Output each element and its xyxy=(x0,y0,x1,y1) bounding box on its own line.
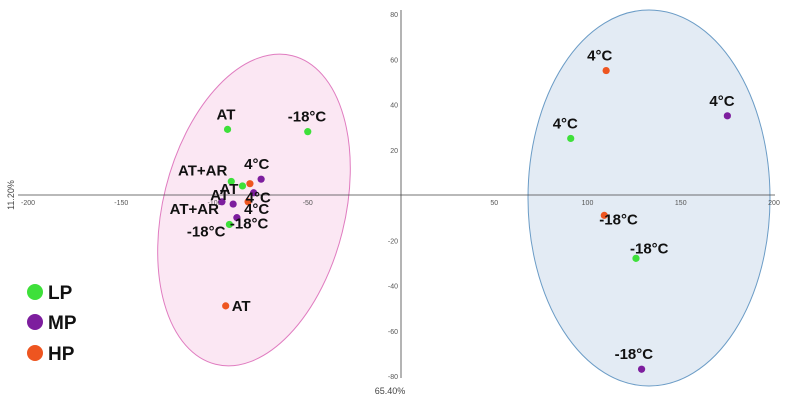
data-point-mp xyxy=(250,189,258,197)
data-point-mp xyxy=(229,200,237,208)
legend-marker-lp xyxy=(27,284,43,300)
y-tick-label: -40 xyxy=(388,284,398,291)
x-axis-label: 65.40% xyxy=(375,386,406,396)
x-tick-labels: -200 -150 -100 -50 50 100 150 200 xyxy=(21,200,780,207)
point-label: -18°C xyxy=(630,240,669,257)
data-point-hp xyxy=(602,66,610,75)
legend-marker-hp xyxy=(27,345,43,361)
point-label: AT+AR xyxy=(178,162,227,179)
data-point-lp xyxy=(238,182,247,190)
point-label: -18°C xyxy=(288,109,327,126)
legend-label-mp: MP xyxy=(48,313,77,334)
data-point-lp xyxy=(223,125,232,133)
x-tick-label: -200 xyxy=(21,200,35,207)
point-label: -18°C xyxy=(187,223,226,240)
x-tick-label: 200 xyxy=(768,200,780,207)
data-point-mp xyxy=(723,112,731,120)
point-label: 4°C xyxy=(244,201,269,218)
data-point-mp xyxy=(257,175,265,183)
data-point-lp xyxy=(304,128,312,136)
data-point-mp xyxy=(233,214,241,222)
data-point-hp xyxy=(222,302,230,310)
point-label: AT xyxy=(217,106,236,123)
legend-marker-mp xyxy=(27,314,43,330)
y-tick-label: -20 xyxy=(388,238,398,245)
point-label: 4°C xyxy=(246,190,271,207)
data-point-lp xyxy=(225,220,234,229)
y-tick-label: 60 xyxy=(390,57,398,64)
left-cluster-ellipse xyxy=(157,53,351,367)
x-tick-label: 100 xyxy=(582,200,594,207)
x-tick-label: 150 xyxy=(675,200,687,207)
x-tick-label: -100 xyxy=(207,200,221,207)
y-tick-label: 40 xyxy=(390,103,398,110)
right-cluster-ellipse xyxy=(527,9,771,387)
point-label: -18°C xyxy=(599,211,638,228)
point-label: 4°C xyxy=(244,156,269,173)
point-label: 4°C xyxy=(250,171,275,188)
data-point-mp xyxy=(218,198,226,206)
data-point-hp xyxy=(244,198,252,206)
y-tick-label: 20 xyxy=(390,148,398,155)
point-label: -18°C xyxy=(230,216,269,233)
point-labels: AT -18°CAT+ARAT4°C4°C4°C4°CAT+ARAT-18°C-1… xyxy=(170,48,735,364)
data-point-lp xyxy=(632,254,640,262)
point-label: AT xyxy=(210,187,229,204)
point-label: 4°C xyxy=(709,93,734,110)
x-tick-label: -150 xyxy=(114,200,128,207)
data-point-lp xyxy=(227,177,235,186)
data-point-lp xyxy=(567,134,575,143)
data-point-mp xyxy=(637,365,646,373)
point-label: 4°C xyxy=(553,115,578,132)
point-label: -18°C xyxy=(615,346,654,363)
y-tick-label: -80 xyxy=(388,374,398,381)
y-tick-label: 80 xyxy=(390,12,398,19)
legend-label-lp: LP xyxy=(48,283,73,304)
point-label: 4°C xyxy=(587,48,612,65)
point-label: AT xyxy=(232,298,251,315)
data-point-hp xyxy=(600,211,608,219)
legend-label-hp: HP xyxy=(48,344,75,365)
data-point-hp xyxy=(246,180,254,188)
x-tick-label: 50 xyxy=(490,200,498,207)
legend: LP MP HP xyxy=(27,283,77,365)
y-axis-label: 11.20% xyxy=(6,180,16,210)
x-tick-label: -50 xyxy=(303,200,313,207)
y-tick-label: -60 xyxy=(388,329,398,336)
y-tick-labels: 80 60 40 20 -20 -40 -60 -80 xyxy=(388,12,398,381)
point-label: AT xyxy=(220,181,239,198)
point-label: AT+AR xyxy=(170,201,219,218)
data-points xyxy=(218,66,731,373)
